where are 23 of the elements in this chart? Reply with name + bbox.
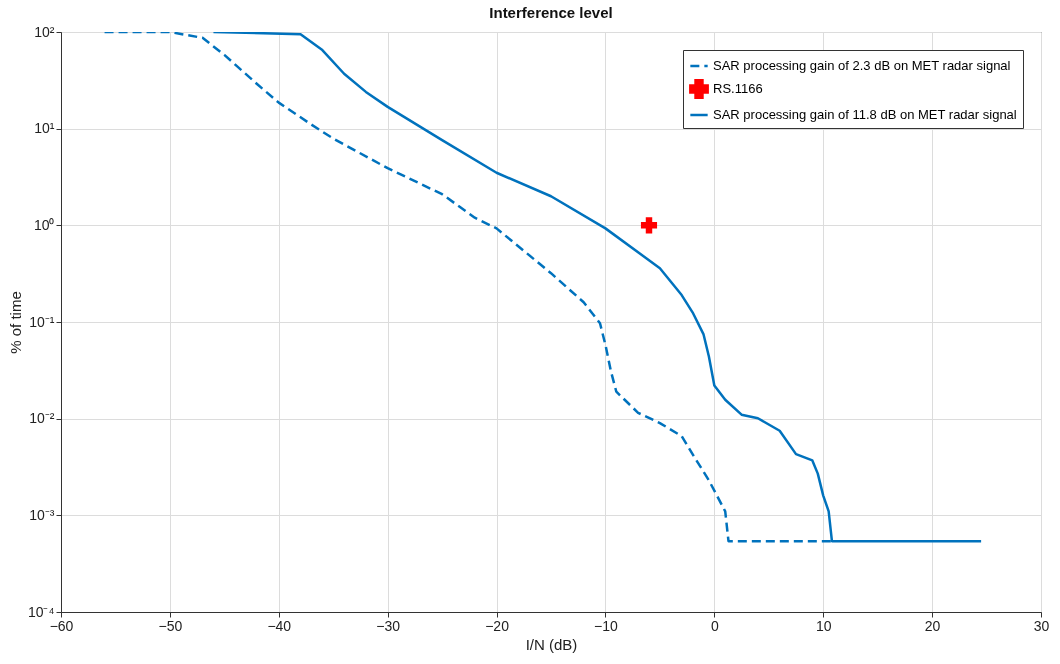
x-tick-label: −60	[49, 617, 74, 634]
x-axis-title: I/N (dB)	[525, 635, 578, 653]
legend-label: SAR processing gain of 11.8 dB on MET radar signal	[713, 107, 1017, 122]
x-tick-label: 10	[815, 617, 832, 634]
chart-title: Interference level	[489, 4, 613, 21]
x-tick-label: −50	[158, 617, 183, 634]
x-tick-label: −30	[376, 617, 401, 634]
y-tick-label: 10⁻²	[29, 410, 55, 427]
legend-label: RS.1166	[713, 81, 763, 96]
x-tick-label: 20	[924, 617, 941, 634]
y-tick-label: 10²	[34, 23, 55, 40]
legend-label: SAR processing gain of 2.3 dB on MET radar signal	[713, 58, 1011, 73]
x-tick-label: −40	[267, 617, 292, 634]
x-tick-label: 30	[1033, 617, 1050, 634]
y-tick-label: 10⁻³	[29, 506, 55, 523]
y-tick-label: 10¹	[34, 120, 55, 137]
y-tick-label: 10⁰	[33, 216, 55, 233]
x-tick-label: 0	[710, 617, 719, 634]
x-tick-label: −20	[485, 617, 510, 634]
y-axis-title: % of time	[6, 291, 24, 354]
x-tick-label: −10	[594, 617, 619, 634]
y-tick-label: 10⁻⁴	[27, 603, 55, 620]
y-tick-label: 10⁻¹	[29, 313, 55, 330]
